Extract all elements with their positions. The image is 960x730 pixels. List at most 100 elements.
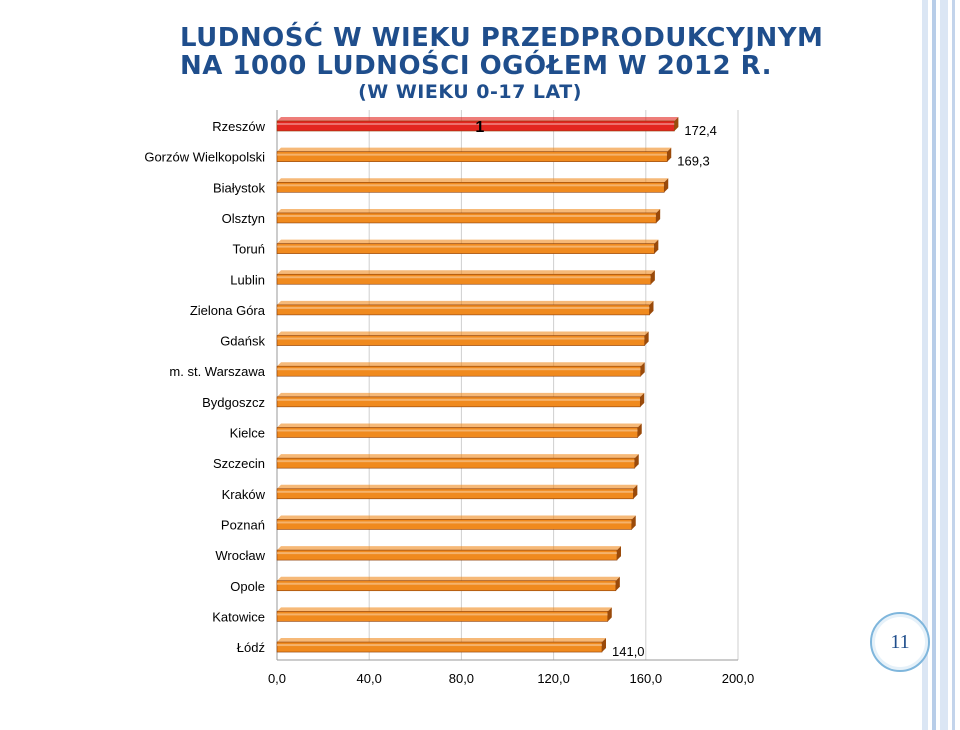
bar [276, 457, 636, 469]
bar-top-face [277, 331, 649, 336]
bar-top-face [277, 607, 612, 612]
bar-shine [277, 368, 641, 371]
bar-top-face [277, 576, 620, 581]
x-tick-label: 120,0 [537, 671, 570, 686]
data-label: 141,0 [612, 644, 645, 659]
bar [276, 519, 633, 530]
bar-shine [277, 429, 638, 432]
bar-end-cap [607, 607, 612, 622]
category-label: Kraków [222, 487, 266, 502]
bar-top-face [277, 362, 645, 367]
bar [276, 396, 641, 408]
slide-border-stripe [940, 0, 948, 730]
bar-shine [277, 613, 608, 616]
category-label: Łódź [237, 640, 265, 655]
category-label: Rzeszów [212, 119, 265, 134]
bar-shine [277, 184, 665, 187]
category-label: Wrocław [215, 548, 265, 563]
category-label: Gorzów Wielkopolski [144, 150, 265, 165]
bar-shine [277, 337, 645, 340]
bar-end-cap [634, 454, 639, 469]
title-line-2: NA 1000 LUDNOŚCI OGÓŁEM W 2012 R. [180, 51, 773, 81]
x-tick-label: 0,0 [268, 671, 286, 686]
bar-top-face [277, 147, 672, 152]
bar-top-face [277, 546, 621, 551]
bar-shine [277, 582, 616, 585]
category-label: Kielce [230, 426, 265, 441]
bar [276, 580, 617, 592]
category-label: Olsztyn [222, 211, 265, 226]
bar-end-cap [644, 331, 649, 346]
bar-shine [277, 214, 657, 217]
bar-top-face [277, 208, 661, 213]
slide-number-badge: 11 [870, 612, 930, 672]
bar-end-cap [667, 147, 672, 162]
category-label: Opole [230, 579, 265, 594]
category-label: Lublin [230, 272, 265, 287]
bar [276, 611, 609, 622]
category-label: Szczecin [213, 456, 265, 471]
category-label: Katowice [212, 609, 265, 624]
bar-end-cap [640, 362, 645, 377]
bar-top-face [277, 300, 654, 305]
bar [276, 427, 639, 438]
bar [276, 212, 657, 224]
bar-shine [277, 552, 617, 555]
category-label: Bydgoszcz [202, 395, 265, 410]
category-label: Toruń [232, 242, 265, 257]
bar-end-cap [640, 392, 645, 407]
bar [276, 120, 675, 132]
bar [276, 488, 634, 500]
bar-shine [277, 398, 641, 401]
title-line-1: LUDNOŚĆ W WIEKU PRZEDPRODUKCYJNYM [180, 23, 824, 53]
data-label: 172,4 [684, 123, 717, 138]
bar [276, 182, 665, 193]
bar-end-cap [650, 270, 655, 285]
slide-title: LUDNOŚĆ W WIEKU PRZEDPRODUKCYJNYM NA 100… [180, 23, 824, 104]
bar-end-cap [674, 117, 679, 131]
bar-shine [277, 644, 603, 647]
bar [276, 335, 645, 346]
bar-top-face [277, 117, 679, 121]
bar-end-cap [637, 423, 642, 438]
bar-shine [277, 521, 632, 524]
bar-end-cap [631, 515, 636, 530]
bar-shine [277, 245, 655, 248]
slide-border-stripe [952, 0, 955, 730]
x-tick-label: 160,0 [630, 671, 663, 686]
bar-end-cap [664, 178, 669, 193]
bar-shine [277, 306, 650, 309]
bar-shine [277, 153, 668, 156]
bar-shine [277, 123, 675, 125]
bar-end-cap [615, 576, 620, 591]
slide-border-stripe [932, 0, 936, 730]
data-label: 169,3 [677, 154, 710, 169]
bar-end-cap [656, 208, 661, 223]
slide-border-stripe [922, 0, 928, 730]
rank-annotation: 1 [475, 119, 484, 136]
category-label: Gdańsk [220, 334, 265, 349]
bar-end-cap [616, 546, 621, 561]
bar-top-face [277, 423, 642, 428]
x-tick-label: 80,0 [449, 671, 474, 686]
bar-top-face [277, 515, 636, 520]
bar-top-face [277, 484, 638, 489]
bar-end-cap [654, 239, 659, 254]
title-line-3: (W WIEKU 0-17 LAT) [358, 81, 582, 103]
bar [276, 641, 603, 653]
bar [276, 549, 618, 561]
bar-shine [277, 490, 634, 493]
bar [276, 273, 652, 285]
category-label: Białystok [213, 180, 266, 195]
bar-shine [277, 276, 651, 279]
category-label: m. st. Warszawa [169, 364, 265, 379]
bar-top-face [277, 392, 645, 397]
bar [276, 151, 668, 162]
bar-end-cap [633, 484, 638, 499]
bar-top-face [277, 638, 607, 643]
bar-top-face [277, 454, 639, 459]
category-label: Zielona Góra [190, 303, 266, 318]
bar-top-face [277, 239, 659, 244]
